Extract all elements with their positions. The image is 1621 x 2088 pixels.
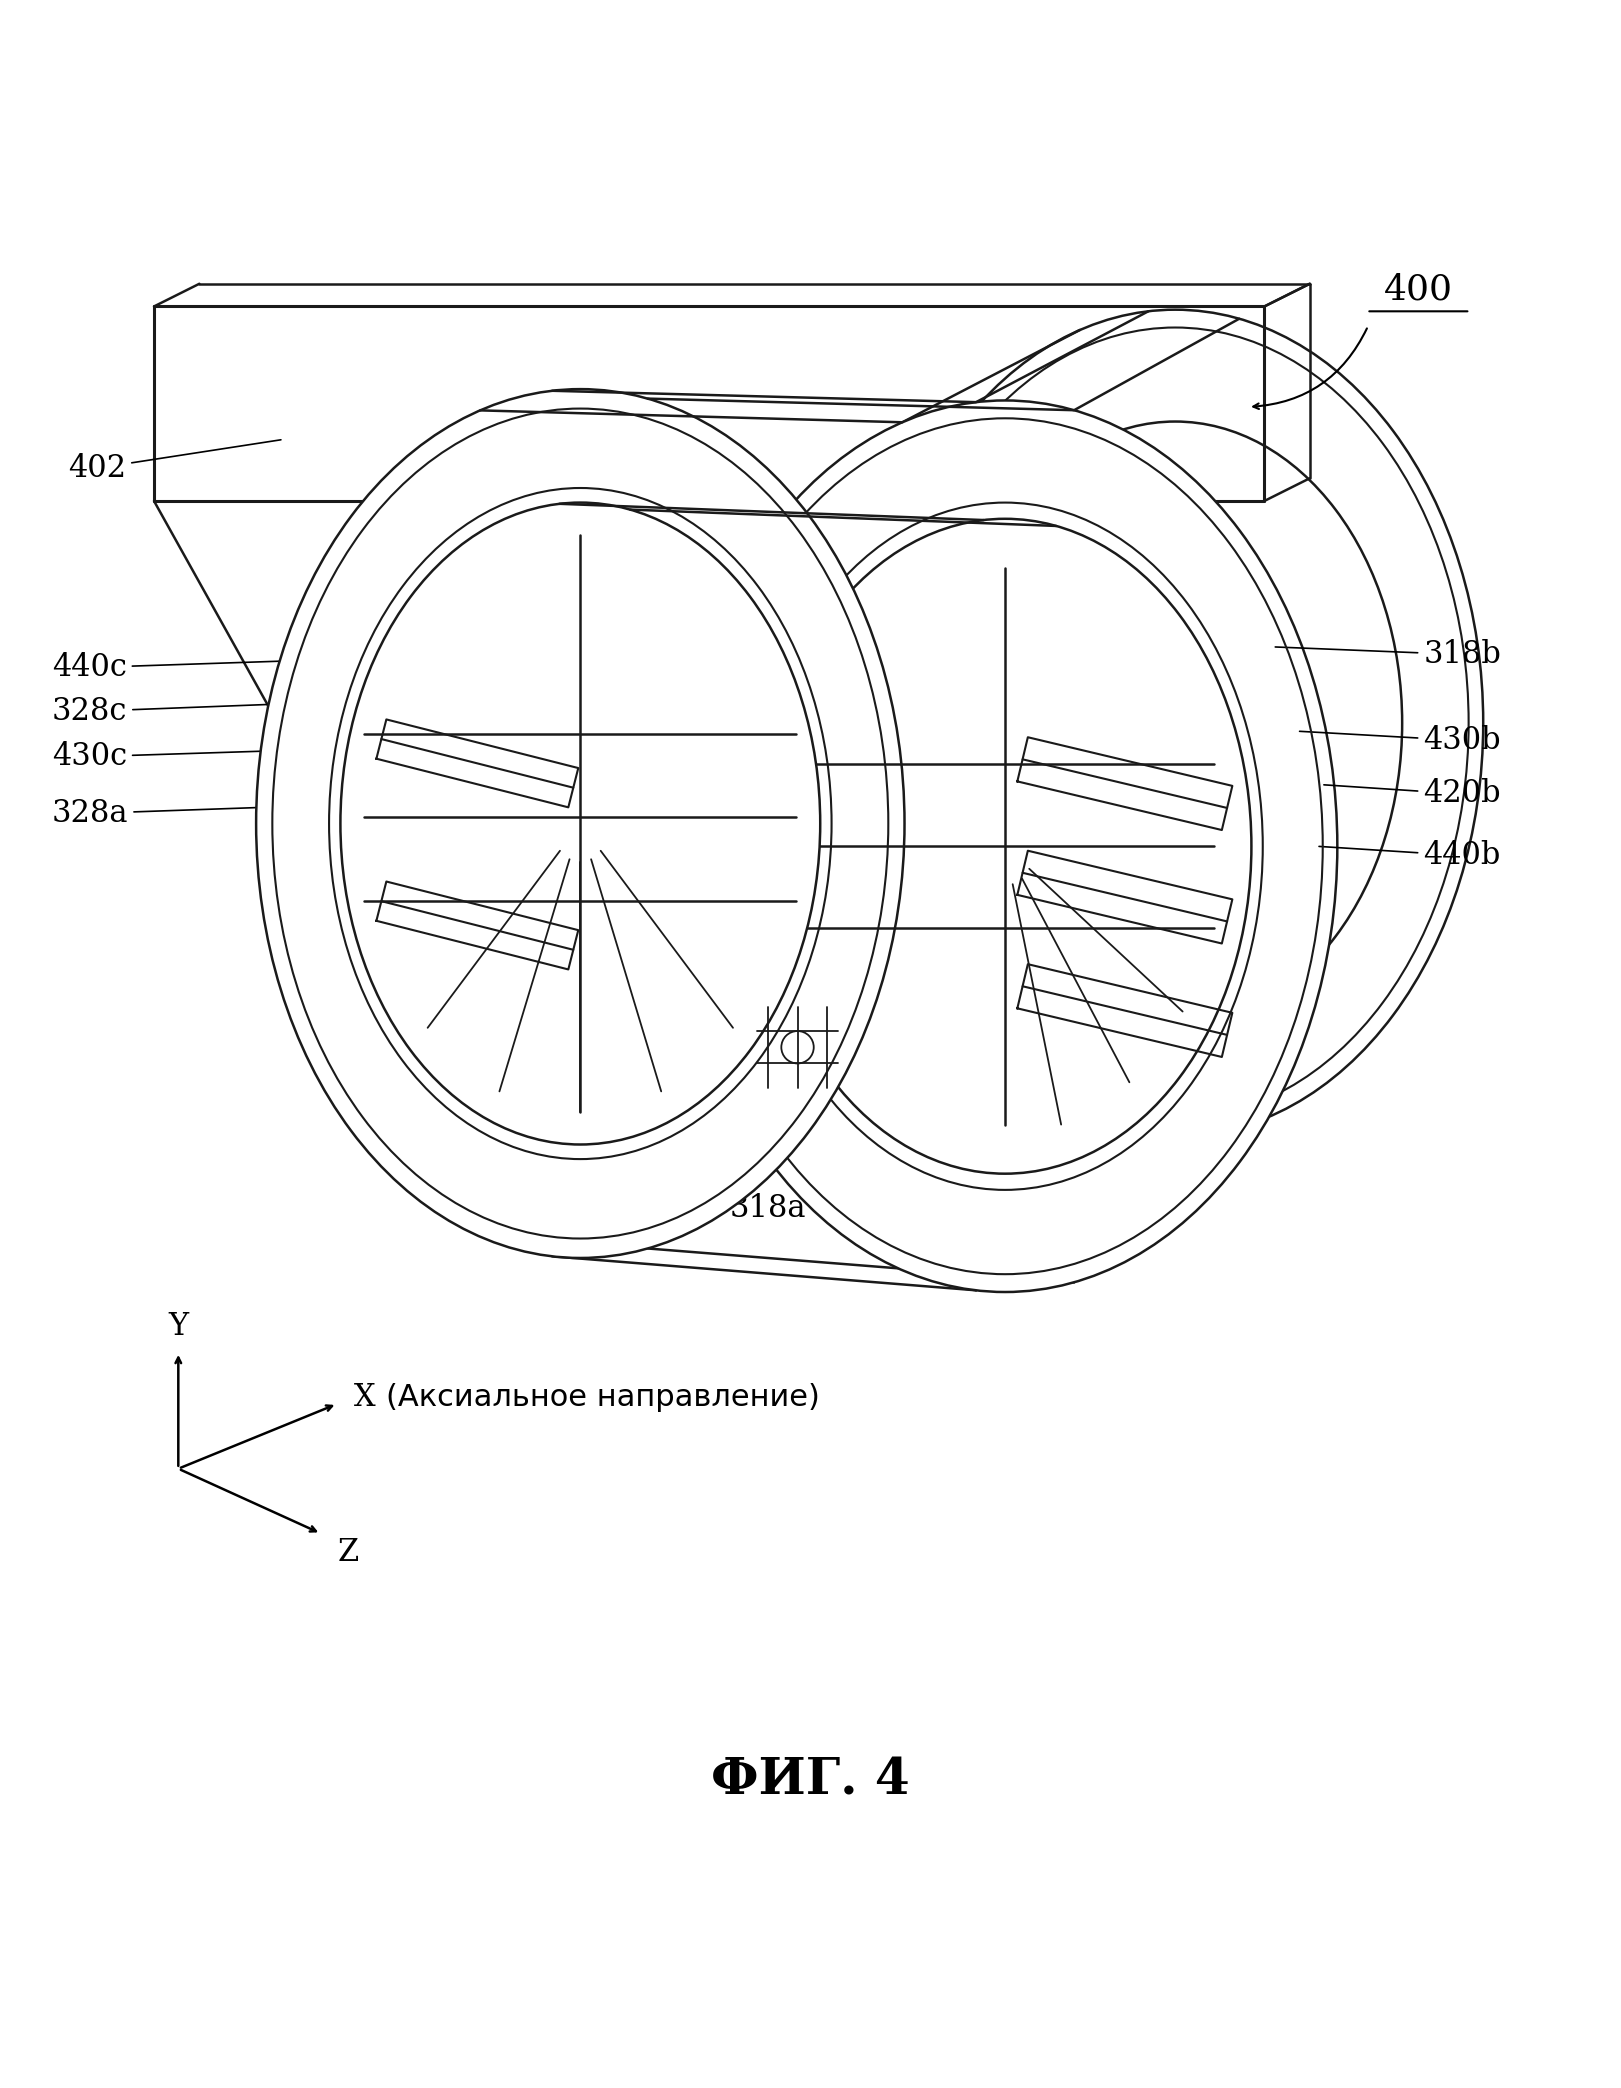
Ellipse shape [759,518,1251,1173]
Text: 410: 410 [861,1063,979,1159]
Ellipse shape [340,503,820,1144]
Text: 318a: 318a [676,1169,806,1224]
Text: 328a: 328a [52,798,353,829]
Ellipse shape [867,309,1483,1136]
Text: ФИГ. 4: ФИГ. 4 [712,1756,909,1806]
Text: Z: Z [337,1537,358,1568]
Text: 328c: 328c [52,695,373,727]
Text: 440c: 440c [52,651,366,683]
Text: 430a: 430a [503,1161,579,1224]
Text: 318b: 318b [1276,639,1501,670]
Text: 402: 402 [68,441,280,484]
Text: 430c: 430c [52,741,379,773]
Text: 420b: 420b [1324,779,1501,810]
Text: Y: Y [169,1311,188,1343]
Ellipse shape [256,388,905,1257]
Text: 400: 400 [1384,271,1452,307]
Text: 430b: 430b [1300,725,1501,756]
Ellipse shape [948,422,1402,1025]
Text: 440b: 440b [1319,839,1501,871]
Text: (Аксиальное направление): (Аксиальное направление) [386,1382,820,1411]
Ellipse shape [673,401,1337,1292]
Text: X: X [353,1382,374,1414]
Text: 440a: 440a [614,1178,697,1224]
